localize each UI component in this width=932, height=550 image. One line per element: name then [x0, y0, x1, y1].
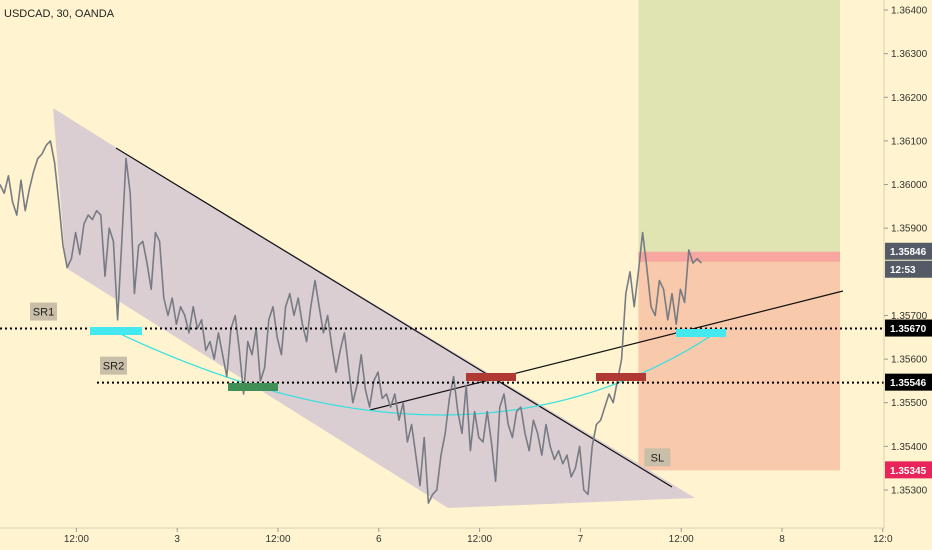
channel-trendline [115, 147, 673, 488]
x-tick-label: 12:00 [669, 534, 694, 545]
price-line [0, 140, 702, 504]
y-tick-label: 1.36100 [891, 136, 928, 147]
price-label-level: 1.35546 [890, 378, 927, 389]
price-label-box [885, 319, 932, 337]
resistance-block [466, 373, 516, 381]
chart-title: USDCAD, 30, OANDA [4, 8, 115, 20]
stop-zone[interactable] [638, 251, 840, 471]
price-label-last: 1.35846 [890, 247, 927, 258]
y-tick-label: 1.36000 [891, 180, 928, 191]
sr1-block-right [676, 329, 726, 337]
x-tick-label: 12:0 [873, 534, 893, 545]
price-label-box [885, 260, 932, 278]
x-tick-label: 12:00 [265, 534, 290, 545]
sr1-block-left [90, 327, 142, 335]
drawings-layer [53, 108, 844, 508]
y-tick-label: 1.35500 [891, 398, 928, 409]
y-tick-label: 1.35900 [891, 224, 928, 235]
price-label-countdown: 12:53 [890, 265, 916, 276]
sr2-block [228, 383, 278, 391]
y-tick-label: 1.36300 [891, 49, 928, 60]
y-tick-label: 1.36400 [891, 6, 928, 17]
sl-label: SL [651, 452, 664, 464]
rising-trendline [369, 290, 844, 411]
price-series-layer [0, 140, 702, 504]
y-tick-label: 1.35600 [891, 355, 928, 366]
y-tick-label: 1.35700 [891, 311, 928, 322]
x-tick-label: 7 [578, 534, 584, 545]
position-tool[interactable]: SL [638, 0, 840, 471]
sr1-label: SR1 [33, 307, 54, 319]
sr1-label-box [30, 302, 57, 321]
x-tick-label: 12:00 [467, 534, 492, 545]
sl-label-box [644, 448, 671, 467]
sr2-label: SR2 [103, 361, 124, 373]
x-tick-label: 3 [174, 534, 180, 545]
target-zone[interactable] [638, 0, 840, 252]
price-axis[interactable]: 1.35300 1.35400 1.35500 1.35600 1.35700 1.359… [884, 6, 932, 497]
y-tick-label: 1.35400 [891, 442, 928, 453]
overlays-layer: SR1 SR2 [0, 302, 884, 391]
time-axis[interactable]: 12:00 3 12:00 6 12:00 7 12:00 8 12:0 [64, 528, 893, 545]
price-label-stop: 1.35345 [890, 466, 927, 477]
price-label-box [885, 242, 932, 260]
x-tick-label: 6 [376, 534, 382, 545]
sr2-label-box [100, 356, 127, 375]
entry-band [638, 251, 840, 262]
price-label-box [885, 373, 932, 391]
price-label-level: 1.35670 [890, 324, 927, 335]
cup-curve [111, 329, 721, 416]
x-tick-label: 8 [779, 534, 785, 545]
x-tick-label: 12:00 [64, 534, 89, 545]
y-tick-label: 1.35300 [891, 486, 928, 497]
price-label-box [885, 461, 932, 479]
y-tick-label: 1.36200 [891, 93, 928, 104]
resistance-block-2 [596, 373, 646, 381]
